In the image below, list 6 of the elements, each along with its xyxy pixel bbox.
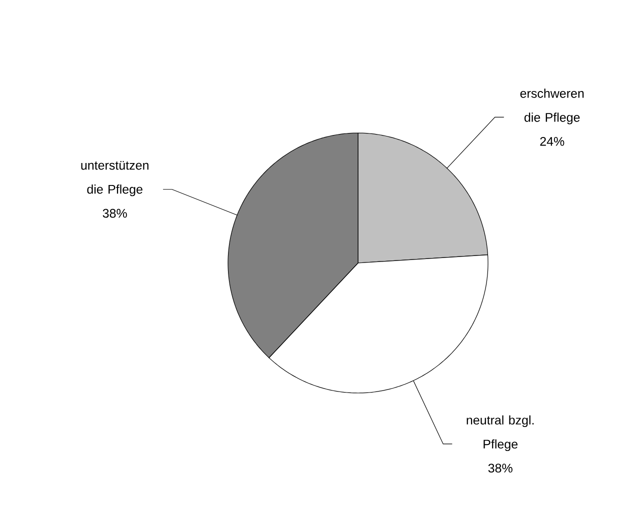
data-label: 38%	[488, 464, 512, 473]
slice-label: neutral bzgl. Pflege	[466, 415, 534, 452]
data-label: 24%	[540, 136, 564, 146]
slice-label: erschweren die Pflege	[520, 88, 584, 124]
data-label: 38%	[102, 208, 127, 218]
slice-label: unterstützen die Pflege	[81, 161, 148, 196]
